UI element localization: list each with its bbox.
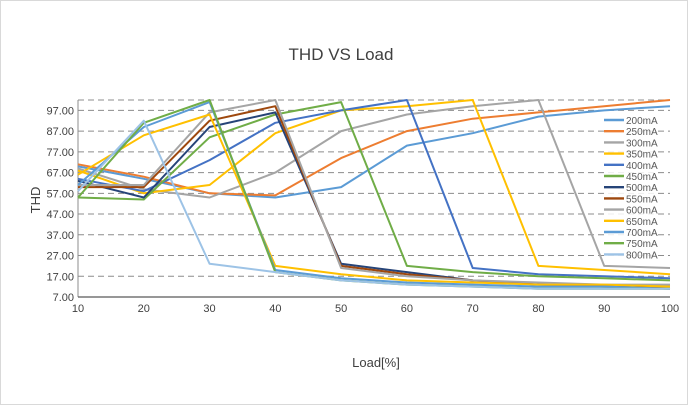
y-tick-label-8: 87.00 (46, 126, 74, 138)
legend-bg-350mA (604, 147, 658, 159)
series-line-400mA (77, 99, 671, 280)
y-axis-ticks: 7.00 17.00 27.00 37.00 47.00 57.00 67.00 77.00 8… (46, 105, 74, 304)
legend-label-350mA: 350mA (626, 150, 658, 161)
y-tick-label-5: 57.00 (46, 188, 74, 200)
legend-bg-500mA (604, 181, 658, 193)
y-tick-label-3: 37.00 (46, 230, 74, 242)
series-line-350mA (77, 99, 671, 276)
x-tick-label-0: 10 (72, 303, 84, 315)
legend-label-650mA: 650mA (626, 217, 658, 228)
legend-label-550mA: 550mA (626, 194, 658, 205)
series-line-200mA (77, 105, 671, 199)
legend-bg-700mA (604, 226, 658, 237)
y-axis-label: THD (28, 187, 43, 214)
x-axis-ticks: 10 20 30 40 50 60 70 80 90 100 (72, 303, 679, 315)
legend-label-200mA: 200mA (626, 116, 658, 127)
series-line-550mA (78, 105, 670, 288)
legend-bg-550mA (604, 192, 658, 204)
legend-bg-600mA (604, 203, 658, 215)
series-line-250mA (77, 99, 671, 197)
legend-bg-400mA (604, 158, 658, 170)
x-axis-label: Load[%] (352, 355, 400, 370)
legend-label-750mA: 750mA (626, 239, 658, 250)
legend-bg-450mA (604, 170, 658, 181)
legend-label-800mA: 800mA (626, 250, 658, 261)
series-lines (77, 99, 671, 290)
x-tick-label-5: 60 (401, 303, 413, 315)
x-tick-label-2: 30 (203, 303, 215, 315)
series-line-650mA (77, 113, 671, 288)
y-tick-label-7: 77.00 (46, 147, 74, 159)
x-tick-label-8: 90 (598, 303, 610, 315)
legend-bg-250mA (604, 125, 658, 137)
y-tick-label-6: 67.00 (46, 168, 74, 180)
legend-label-400mA: 400mA (626, 161, 658, 172)
y-tick-label-2: 27.00 (46, 251, 74, 263)
legend: 200mA250mA300mA350mA400mA450mA500mA550mA… (604, 114, 658, 261)
legend-label-450mA: 450mA (626, 172, 658, 183)
x-tick-label-6: 70 (467, 303, 479, 315)
series-line-450mA (77, 101, 671, 282)
series-line-600mA (78, 99, 670, 286)
legend-bg-800mA (604, 248, 658, 260)
series-line-800mA (77, 119, 670, 290)
legend-bg-750mA (604, 237, 658, 249)
series-line-500mA (77, 111, 671, 290)
y-tick-label-1: 17.00 (46, 271, 74, 283)
x-tick-label-7: 80 (532, 303, 544, 315)
y-tick-label-9: 97.00 (46, 105, 74, 117)
legend-label-500mA: 500mA (626, 183, 658, 194)
series-line-700mA (77, 101, 671, 290)
legend-label-600mA: 600mA (626, 206, 658, 217)
legend-label-250mA: 250mA (626, 127, 658, 138)
y-tick-label-4: 47.00 (46, 209, 74, 221)
gridlines (77, 99, 670, 298)
legend-label-300mA: 300mA (626, 138, 658, 149)
chart-title: THD VS Load (289, 45, 394, 64)
legend-bg-200mA (604, 114, 658, 125)
x-tick-label-3: 40 (269, 303, 281, 315)
legend-bg-300mA (604, 136, 658, 148)
x-tick-label-4: 50 (335, 303, 347, 315)
y-tick-label-0: 7.00 (53, 292, 74, 304)
legend-bg-650mA (604, 214, 658, 226)
x-tick-label-1: 20 (138, 303, 150, 315)
legend-label-700mA: 700mA (626, 228, 658, 239)
x-tick-label-9: 100 (661, 303, 679, 315)
